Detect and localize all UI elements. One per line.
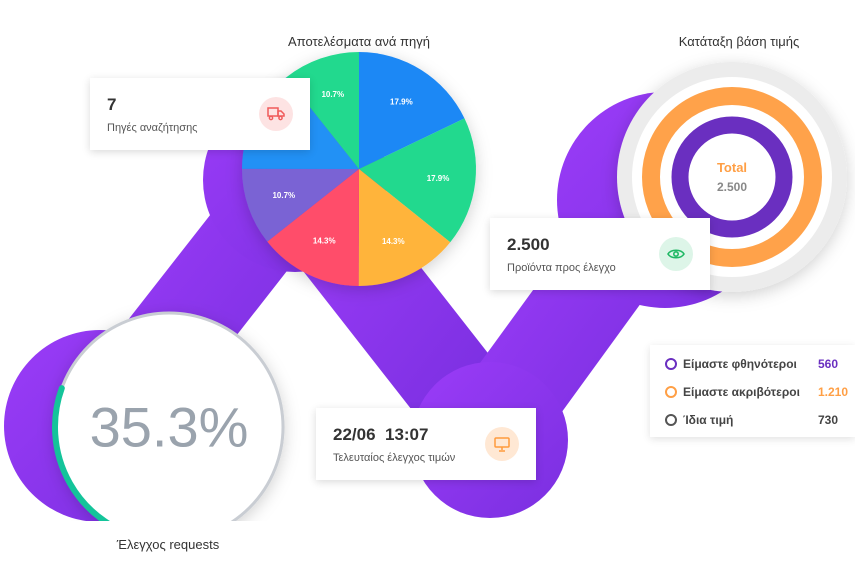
circle-icon [665,358,677,370]
truck-icon [259,97,293,131]
pie-slice-label: 10.7% [272,191,295,200]
requests-gauge [52,311,285,521]
legend-item-more-expensive: Είμαστε ακριβότεροι 1.210 [665,383,849,401]
legend-label: Ίδια τιμή [683,413,734,427]
pie-slice [267,169,359,286]
pie-slice [242,168,359,242]
pie-slice [359,118,476,243]
legend-value: 730 [818,413,839,427]
legend-value: 560 [818,357,839,371]
donut-title: Κατάταξη βάση τιμής [678,34,800,49]
donut-center-value: 2.500 [717,180,747,194]
pie-slice [359,52,465,169]
products-label: Προϊόντα προς έλεγχο [507,262,616,274]
pie-slice-label: 17.9% [427,174,450,183]
pie-slice-label: 14.3% [382,237,405,246]
products-value: 2.500 [507,235,550,254]
legend-value: 1.210 [818,385,849,399]
eye-icon [659,237,693,271]
requests-label: Έλεγχος requests [116,537,220,552]
sources-card: 7 Πηγές αναζήτησης [90,78,310,150]
progress-arc [52,385,111,521]
sources-value: 7 [107,95,117,114]
requests-percentage: 35.3% [89,395,249,459]
legend-label: Είμαστε φθηνότεροι [683,357,797,371]
sources-label: Πηγές αναζήτησης [107,122,198,134]
last-check-label: Τελευταίος έλεγχος τιμών [333,452,456,464]
legend-item-same-price: Ίδια τιμή 730 [665,411,845,429]
monitor-icon [485,427,519,461]
legend-label: Είμαστε ακριβότεροι [683,385,800,399]
products-card: 2.500 Προϊόντα προς έλεγχο [490,218,710,290]
last-check-card: 22/06 13:07 Τελευταίος έλεγχος τιμών [316,408,536,480]
price-donut: Total 2.500 [617,62,847,292]
pie-slice-label: 10.7% [321,90,344,99]
last-check-value: 22/06 13:07 [333,425,429,444]
circle-icon [665,414,677,426]
circle-icon [665,386,677,398]
price-legend: Είμαστε φθηνότεροι 560 Είμαστε ακριβότερ… [650,345,855,437]
pie-slice-label: 14.3% [313,237,336,246]
donut-center-label: Total [717,160,747,175]
pie-slice [358,169,451,286]
pie-slice-label: 17.9% [390,98,413,107]
pie-title: Αποτελέσματα ανά πηγή [288,34,430,49]
legend-item-cheaper: Είμαστε φθηνότεροι 560 [665,355,845,373]
